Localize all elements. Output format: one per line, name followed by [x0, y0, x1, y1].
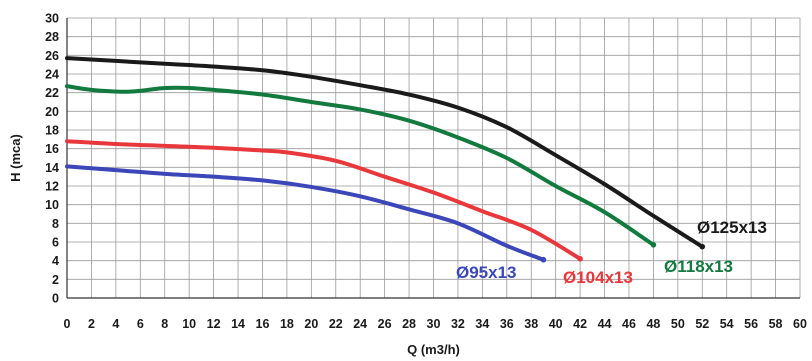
series-labels: Ø125x13 Ø118x13 Ø104x13 Ø95x13 [456, 218, 767, 287]
x-tick-label: 32 [451, 317, 465, 331]
y-tick-label: 10 [45, 198, 59, 212]
x-tick-label: 60 [793, 317, 807, 331]
x-tick-label: 16 [256, 317, 270, 331]
x-tick-label: 0 [64, 317, 71, 331]
x-tick-label: 58 [769, 317, 783, 331]
x-tick-label: 40 [549, 317, 563, 331]
y-tick-label: 16 [45, 142, 59, 156]
x-tick-label: 24 [353, 317, 367, 331]
y-tick-label: 24 [45, 68, 59, 82]
y-tick-label: 4 [52, 254, 59, 268]
x-tick-label: 10 [182, 317, 196, 331]
x-tick-label: 56 [744, 317, 758, 331]
y-tick-label: 28 [45, 30, 59, 44]
x-tick-label: 46 [622, 317, 636, 331]
x-tick-label: 44 [598, 317, 612, 331]
series-end-point [540, 256, 547, 263]
series-lines [65, 56, 706, 263]
x-tick-label: 8 [161, 317, 168, 331]
x-tick-label: 6 [137, 317, 144, 331]
y-tick-label: 20 [45, 105, 59, 119]
y-tick-label: 26 [45, 49, 59, 63]
x-axis-title: Q (m3/h) [407, 342, 460, 357]
x-tick-label: 4 [112, 317, 119, 331]
series-label: Ø118x13 [664, 257, 733, 276]
series-line [65, 164, 546, 262]
x-tick-label: 50 [671, 317, 685, 331]
x-tick-label: 26 [378, 317, 392, 331]
y-tick-label: 6 [52, 236, 59, 250]
y-tick-label: 18 [45, 124, 59, 138]
axes [66, 18, 800, 299]
y-tick-label: 8 [52, 217, 59, 231]
series-line [65, 139, 583, 261]
x-tick-label: 22 [329, 317, 343, 331]
y-tick-label: 30 [45, 12, 59, 26]
y-tick-label: 14 [45, 161, 59, 175]
series-end-point [650, 242, 657, 248]
series-label: Ø95x13 [456, 263, 517, 282]
x-tick-label: 54 [720, 317, 734, 331]
x-tick-label: 12 [207, 317, 221, 331]
x-tick-label: 14 [231, 317, 245, 331]
x-tick-label: 20 [304, 317, 318, 331]
x-tick-label: 52 [695, 317, 709, 331]
y-tick-label: 12 [45, 180, 59, 194]
y-tick-label: 0 [52, 292, 59, 306]
y-tick-label: 22 [45, 86, 59, 100]
x-tick-label: 30 [427, 317, 441, 331]
series-line [65, 56, 705, 249]
series-label: Ø125x13 [697, 218, 767, 237]
x-tick-label: 2 [88, 317, 95, 331]
grid-lines [66, 17, 801, 299]
x-tick-label: 28 [402, 317, 416, 331]
y-axis-title: H (mca) [8, 134, 23, 182]
x-tick-label: 38 [524, 317, 538, 331]
x-tick-label: 42 [573, 317, 587, 331]
y-tick-label: 2 [52, 273, 59, 287]
series-label: Ø104x13 [563, 268, 633, 287]
x-tick-label: 48 [646, 317, 660, 331]
series-end-point [577, 255, 583, 262]
x-tick-labels: 0 2 4 6 8 10 12 14 16 18 20 22 24 26 28 30 32 34 36 38 40 42 4… [64, 317, 807, 331]
x-tick-label: 18 [280, 317, 294, 331]
x-tick-label: 34 [475, 317, 489, 331]
x-tick-label: 36 [500, 317, 514, 331]
series-end-point [699, 243, 706, 250]
series-line [65, 84, 656, 247]
